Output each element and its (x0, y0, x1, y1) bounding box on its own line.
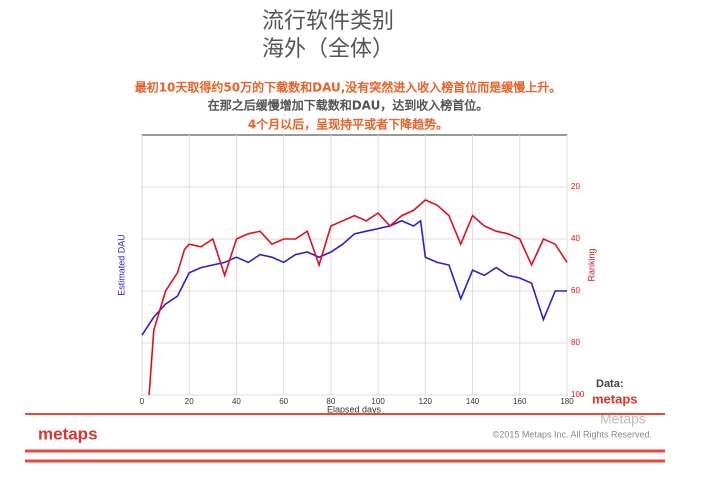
x-tick-label: 140 (466, 397, 480, 406)
x-tick-label: 180 (560, 397, 574, 406)
y2-tick-label: 100 (571, 390, 585, 399)
x-tick-label: 20 (185, 397, 194, 406)
copyright: ©2015 Metaps Inc. All Rights Reserved. (493, 429, 652, 439)
y2-axis-label: Ranking (586, 248, 596, 281)
source-brand: metaps (592, 391, 638, 406)
annotation: 在那之后缓慢增加下载数和DAU，达到收入榜首位。 (208, 98, 489, 113)
x-tick-label: 60 (279, 397, 288, 406)
x-axis-label: Elapsed days (327, 404, 382, 414)
y2-tick-label: 40 (571, 234, 580, 243)
subtitle: 海外（全体） (262, 37, 394, 62)
x-tick-label: 80 (326, 397, 335, 406)
x-tick-label: 100 (371, 397, 385, 406)
data-line (141, 219, 567, 336)
annotation: 4个月以后，呈现持平或者下降趋势。 (248, 117, 448, 132)
footer-brand: metaps (38, 424, 98, 443)
y-axis-label: Estimated DAU (116, 234, 126, 296)
x-tick-label: 120 (419, 397, 433, 406)
source-label: Data: (596, 378, 624, 390)
y2-tick-label: 20 (571, 182, 580, 191)
annotation: 最初10天取得约50万的下载数和DAU,没有突然进入收入榜首位而是缓慢上升。 (135, 80, 562, 95)
data-line (148, 199, 568, 396)
title: 流行软件类别 (262, 9, 394, 34)
y2-tick-label: 80 (571, 338, 580, 347)
y2-tick-label: 60 (571, 286, 580, 295)
x-tick-label: 40 (232, 397, 241, 406)
x-tick-label: 0 (140, 397, 145, 406)
x-tick-label: 160 (513, 397, 527, 406)
plot-frame (141, 134, 568, 396)
